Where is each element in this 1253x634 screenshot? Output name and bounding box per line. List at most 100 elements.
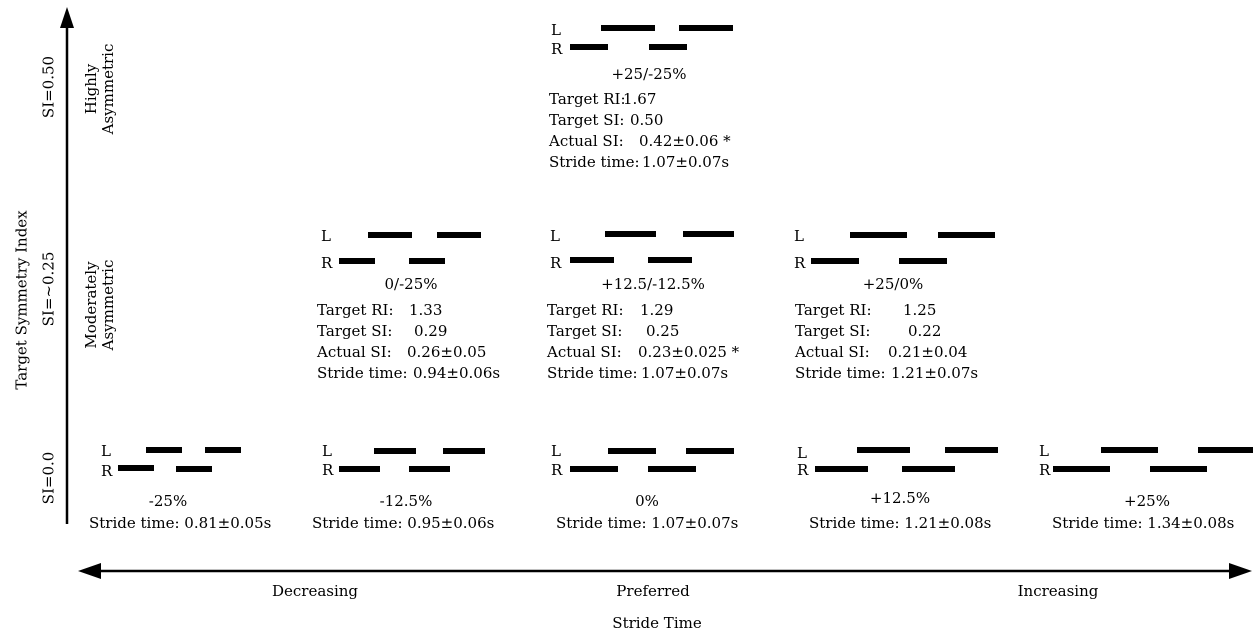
y-group-label-high-line2: Asymmetric (99, 43, 117, 135)
right-step-bar (649, 44, 687, 50)
right-leg-label: R (550, 254, 562, 272)
actual-si-row: Actual SI: 0.21±0.04 (795, 342, 995, 363)
target-si-label: Target SI: (317, 322, 393, 340)
left-leg-label: L (322, 442, 332, 460)
left-step-bar (938, 232, 995, 238)
left-step-bar (205, 447, 241, 453)
stride-time-value: 0.95±0.06s (407, 514, 495, 532)
stride-time-value: 1.07±0.07s (641, 364, 729, 382)
target-ri-label: Target RI: (549, 90, 626, 108)
left-step-bar (374, 448, 416, 454)
right-step-bar (648, 466, 696, 472)
target-ri-label: Target RI: (547, 301, 624, 319)
right-step-bar (1053, 466, 1110, 472)
stride-time-label: Stride time: (795, 364, 886, 382)
right-leg-label: R (551, 461, 563, 479)
target-ri-value: 1.29 (640, 301, 674, 319)
actual-si-label: Actual SI: (317, 343, 392, 361)
right-step-bar (1150, 466, 1207, 472)
condition-name: +12.5% (869, 489, 931, 507)
left-leg-label: L (551, 442, 561, 460)
actual-si-row: Actual SI: 0.42±0.06 * (549, 131, 749, 152)
left-step-bar (683, 231, 734, 237)
target-ri-label: Target RI: (795, 301, 872, 319)
stride-time-label: Stride time: (556, 514, 647, 532)
right-step-bar (118, 465, 154, 471)
left-step-bar (1198, 447, 1253, 453)
left-step-bar (368, 232, 412, 238)
x-axis-title: Stride Time (612, 614, 702, 632)
condition-stats: Target RI: 1.67 Target SI: 0.50 Actual SI:… (549, 89, 749, 173)
left-step-bar (1101, 447, 1158, 453)
condition-stats: Target RI: 1.29 Target SI: 0.25 Actual SI:… (547, 300, 757, 384)
target-ri-row: Target RI: 1.33 (317, 300, 517, 321)
target-si-row: Target SI: 0.22 (795, 321, 995, 342)
condition-name: +25/-25% (611, 65, 687, 83)
stride-time-row: Stride time: 1.07±0.07s (547, 363, 757, 384)
target-ri-value: 1.33 (409, 301, 443, 319)
target-si-row: Target SI: 0.29 (317, 321, 517, 342)
left-step-bar (601, 25, 655, 31)
stride-time-value: 1.21±0.08s (904, 514, 992, 532)
right-step-bar (811, 258, 859, 264)
target-ri-row: Target RI: 1.29 (547, 300, 757, 321)
left-step-bar (857, 447, 910, 453)
right-step-bar (570, 466, 618, 472)
x-axis-left-arrowhead (78, 563, 101, 579)
left-step-bar (686, 448, 734, 454)
actual-si-value: 0.26±0.05 (407, 343, 487, 361)
target-si-row: Target SI: 0.25 (547, 321, 757, 342)
target-ri-value: 1.67 (623, 90, 657, 108)
stride-time-row: Stride time: 0.95±0.06s (312, 514, 494, 532)
stride-time-label: Stride time: (312, 514, 403, 532)
left-leg-label: L (797, 444, 807, 462)
right-leg-label: R (1039, 461, 1051, 479)
condition-stats: Target RI: 1.33 Target SI: 0.29 Actual SI:… (317, 300, 517, 384)
right-step-bar (899, 258, 947, 264)
right-step-bar (409, 466, 450, 472)
left-leg-label: L (321, 227, 331, 245)
left-leg-label: L (101, 442, 111, 460)
stride-time-row: Stride time: 1.07±0.07s (549, 152, 749, 173)
target-ri-row: Target RI: 1.25 (795, 300, 995, 321)
stride-time-row: Stride time: 1.21±0.07s (795, 363, 995, 384)
target-si-value: 0.25 (646, 322, 680, 340)
target-si-row: Target SI: 0.50 (549, 110, 749, 131)
right-step-bar (339, 258, 375, 264)
target-si-value: 0.50 (630, 111, 664, 129)
x-axis-right-arrowhead (1229, 563, 1252, 579)
y-group-label-high-line1: Highly (82, 63, 100, 115)
condition-name: 0/-25% (384, 275, 438, 293)
right-leg-label: R (797, 461, 809, 479)
actual-si-row: Actual SI: 0.26±0.05 (317, 342, 517, 363)
x-region-increasing: Increasing (1017, 582, 1099, 600)
right-leg-label: R (794, 254, 806, 272)
stride-time-label: Stride time: (547, 364, 638, 382)
y-group-label-high: Highly Asymmetric (82, 43, 117, 135)
condition-name: -12.5% (379, 492, 433, 510)
right-step-bar (409, 258, 445, 264)
stride-time-value: 1.07±0.07s (651, 514, 739, 532)
actual-si-row: Actual SI: 0.23±0.025 * (547, 342, 757, 363)
target-si-label: Target SI: (549, 111, 625, 129)
actual-si-label: Actual SI: (549, 132, 624, 150)
left-step-bar (679, 25, 733, 31)
actual-si-value: 0.23±0.025 * (638, 343, 740, 361)
x-region-decreasing: Decreasing (271, 582, 359, 600)
stride-time-row: Stride time: 0.94±0.06s (317, 363, 517, 384)
target-ri-row: Target RI: 1.67 (549, 89, 749, 110)
left-leg-label: L (1039, 442, 1049, 460)
target-si-value: 0.29 (414, 322, 448, 340)
x-region-preferred: Preferred (616, 582, 690, 600)
condition-name: +25% (1124, 492, 1170, 510)
left-step-bar (850, 232, 907, 238)
stride-time-value: 0.94±0.06s (413, 364, 501, 382)
y-level-label-moderate: SI=~0.25 (39, 251, 58, 327)
left-step-bar (945, 447, 998, 453)
left-step-bar (605, 231, 656, 237)
target-ri-label: Target RI: (317, 301, 394, 319)
y-level-label-high: SI=0.50 (39, 55, 58, 119)
target-ri-value: 1.25 (903, 301, 937, 319)
condition-name: +12.5/-12.5% (601, 275, 705, 293)
